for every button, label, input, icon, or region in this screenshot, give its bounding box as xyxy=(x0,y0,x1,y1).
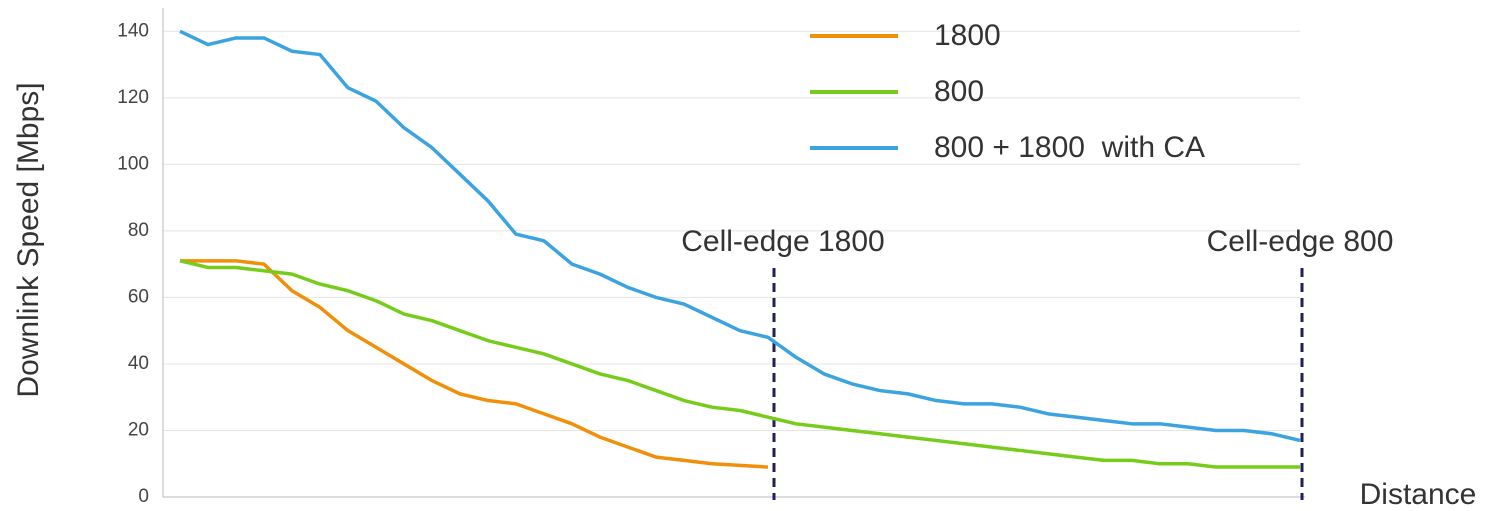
x-axis-label: Distance xyxy=(1360,478,1477,511)
legend-label: 800 xyxy=(934,75,984,108)
y-tick-label: 100 xyxy=(117,153,149,174)
y-tick-label: 40 xyxy=(128,353,149,374)
y-tick-label: 60 xyxy=(128,286,149,307)
series-line xyxy=(179,259,1300,469)
y-tick-label: 140 xyxy=(117,20,149,41)
series-line xyxy=(180,259,769,469)
series-line xyxy=(179,29,1301,443)
annotation: Cell-edge 1800 xyxy=(681,225,884,258)
y-tick-label: 120 xyxy=(117,87,149,108)
y-axis-label: Downlink Speed [Mbps] xyxy=(12,82,45,397)
legend-label: 800 + 1800 with CA xyxy=(934,131,1205,164)
y-tick-label: 20 xyxy=(128,419,149,440)
y-tick-label: 80 xyxy=(128,220,149,241)
annotation: Cell-edge 800 xyxy=(1207,225,1394,258)
y-tick-label: 0 xyxy=(138,486,149,507)
legend-label: 1800 xyxy=(934,19,1001,52)
